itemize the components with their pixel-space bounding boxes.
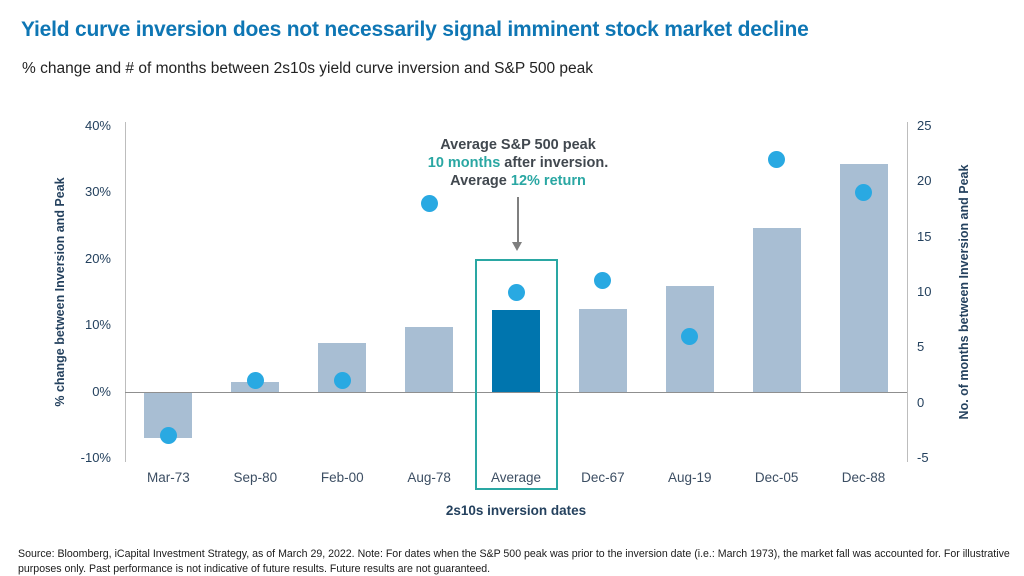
annotation-arrow-line — [517, 197, 519, 242]
bar — [578, 309, 627, 392]
annotation-months-highlight: 10 months — [427, 155, 501, 171]
bar — [839, 163, 888, 392]
left-axis-tick-label: 30% — [84, 184, 111, 200]
right-axis-tick-label: 25 — [917, 118, 932, 133]
source-note: Source: Bloomberg, iCapital Investment S… — [18, 548, 1010, 575]
category-label: Aug-19 — [667, 470, 712, 485]
annotation-arrow-head-icon — [512, 242, 522, 251]
month-dot — [333, 372, 351, 390]
category-label: Mar-73 — [147, 470, 190, 485]
month-dot — [246, 372, 264, 390]
x-axis-title: 2s10s inversion dates — [445, 503, 587, 518]
category-label: Aug-78 — [407, 470, 451, 485]
zero-baseline — [125, 391, 907, 393]
right-axis-title: No. of months between Inversion and Peak — [957, 164, 971, 420]
left-axis-tick-label: 40% — [84, 118, 111, 133]
annotation: Average S&P 500 peak 10 months after inv… — [377, 136, 659, 190]
category-label: Sep-80 — [233, 470, 278, 485]
month-dot — [594, 272, 612, 290]
annotation-text-1: Average S&P 500 peak — [440, 137, 596, 153]
annotation-text-3: Average — [450, 173, 511, 189]
right-axis-tick-label: 20 — [917, 173, 932, 189]
month-dot — [681, 327, 699, 345]
category-label: Average — [490, 470, 542, 485]
page-subtitle: % change and # of months between 2s10s y… — [22, 60, 594, 77]
right-axis-tick-label: 5 — [917, 339, 925, 355]
annotation-return-highlight: 12% return — [510, 173, 586, 189]
page-title: Yield curve inversion does not necessari… — [21, 18, 809, 41]
annotation-line-1: Average S&P 500 peak — [377, 136, 659, 154]
category-label: Dec-88 — [841, 470, 886, 485]
month-dot — [855, 183, 873, 201]
annotation-text-2: after inversion. — [500, 155, 609, 171]
right-axis-tick-label: -5 — [917, 450, 929, 465]
bar — [405, 327, 454, 392]
month-dot — [420, 194, 438, 212]
month-dot — [507, 283, 525, 301]
left-axis-tick-label: 0% — [92, 383, 111, 399]
left-axis-tick-label: 10% — [84, 317, 111, 333]
annotation-line-2: 10 months after inversion. — [377, 154, 659, 172]
category-label: Feb-00 — [320, 470, 364, 485]
category-label: Dec-05 — [754, 470, 799, 485]
left-axis-title: % change between Inversion and Peak — [53, 177, 67, 407]
category-label: Dec-67 — [581, 470, 625, 485]
left-axis-tick-label: 20% — [84, 250, 111, 266]
right-axis-line — [907, 122, 908, 462]
right-axis-tick-label: 0 — [917, 394, 925, 410]
bar-average-highlight — [492, 309, 540, 392]
right-axis-tick-label: 10 — [917, 284, 932, 299]
right-axis-tick-label: 15 — [917, 228, 932, 244]
left-axis-tick-label: -10% — [80, 450, 111, 465]
bar — [752, 228, 801, 392]
annotation-line-3: Average 12% return — [377, 172, 659, 190]
month-dot — [768, 150, 786, 168]
month-dot — [159, 427, 177, 445]
left-axis-line — [125, 122, 126, 462]
average-highlight-box — [475, 259, 558, 490]
